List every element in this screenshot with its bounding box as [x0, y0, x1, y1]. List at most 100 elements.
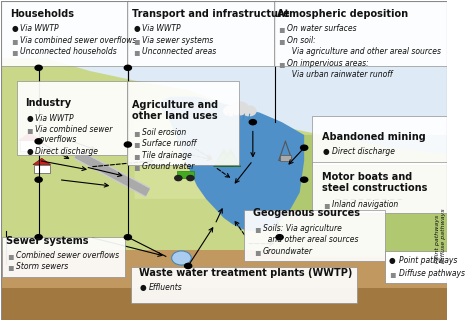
Text: Agriculture and
other land uses: Agriculture and other land uses — [132, 100, 219, 121]
Bar — [280, 155, 291, 160]
Text: ●: ● — [140, 283, 146, 292]
Text: ▪: ▪ — [278, 58, 285, 69]
Text: ▪: ▪ — [278, 36, 285, 46]
FancyBboxPatch shape — [385, 251, 448, 283]
FancyBboxPatch shape — [0, 1, 127, 65]
Polygon shape — [220, 148, 241, 167]
Text: ●: ● — [323, 147, 329, 156]
Circle shape — [35, 235, 42, 240]
Text: Point pathways: Point pathways — [399, 256, 457, 265]
Text: Ground water: Ground water — [142, 162, 194, 171]
FancyBboxPatch shape — [312, 117, 447, 165]
Text: Inland navigation: Inland navigation — [332, 200, 398, 209]
Circle shape — [124, 142, 131, 147]
Text: Via WWTP: Via WWTP — [35, 114, 73, 123]
Text: Soils: Via agriculture: Soils: Via agriculture — [263, 224, 342, 233]
Circle shape — [35, 177, 42, 182]
Text: Atmospheric deposition: Atmospheric deposition — [277, 9, 409, 19]
Polygon shape — [19, 133, 40, 140]
Text: Households: Households — [10, 9, 74, 19]
Text: Direct discharge: Direct discharge — [332, 147, 395, 156]
Circle shape — [224, 106, 237, 116]
Text: Via combined sewer overflows: Via combined sewer overflows — [20, 36, 137, 45]
Text: Via WWTP: Via WWTP — [20, 24, 59, 33]
Text: ▪: ▪ — [133, 162, 140, 172]
Bar — [277, 135, 447, 256]
Circle shape — [249, 120, 256, 125]
FancyBboxPatch shape — [1, 237, 125, 276]
Text: ●: ● — [26, 114, 33, 123]
Text: Waste water treatment plants (WWTP): Waste water treatment plants (WWTP) — [139, 268, 352, 278]
Text: Via agriculture and other areal sources: Via agriculture and other areal sources — [287, 47, 441, 56]
Circle shape — [187, 176, 194, 181]
Text: Via WWTP: Via WWTP — [142, 24, 181, 33]
Text: ▪: ▪ — [8, 251, 14, 261]
Text: ●: ● — [389, 256, 396, 265]
Text: ●: ● — [133, 24, 140, 33]
Text: Via sewer systems: Via sewer systems — [142, 36, 213, 45]
Polygon shape — [135, 113, 246, 199]
Text: Diffuse pathways: Diffuse pathways — [399, 269, 465, 278]
Text: ▪: ▪ — [323, 200, 329, 210]
Text: Soil erosion: Soil erosion — [142, 128, 186, 137]
Circle shape — [243, 106, 256, 116]
Circle shape — [124, 65, 131, 70]
FancyBboxPatch shape — [244, 210, 385, 261]
Circle shape — [230, 102, 248, 115]
Polygon shape — [214, 153, 233, 164]
FancyBboxPatch shape — [17, 81, 127, 155]
Text: On impervious areas:: On impervious areas: — [287, 58, 369, 67]
Text: Direct discharge: Direct discharge — [35, 147, 98, 156]
Bar — [177, 171, 194, 178]
Polygon shape — [0, 288, 447, 320]
Text: Via combined sewer
  overflows: Via combined sewer overflows — [35, 125, 112, 144]
Circle shape — [35, 65, 42, 70]
Text: ▪: ▪ — [133, 47, 140, 57]
FancyBboxPatch shape — [274, 1, 448, 65]
Circle shape — [124, 235, 131, 240]
Text: Via urban rainwater runoff: Via urban rainwater runoff — [287, 70, 393, 79]
Bar — [20, 140, 39, 151]
Text: ●: ● — [11, 24, 18, 33]
Polygon shape — [157, 97, 304, 231]
Text: Sewer systems: Sewer systems — [7, 236, 89, 246]
Circle shape — [175, 176, 182, 181]
Text: Surface runoff: Surface runoff — [142, 139, 196, 148]
Circle shape — [276, 235, 283, 240]
Polygon shape — [0, 58, 447, 256]
Text: On soil:: On soil: — [287, 36, 316, 45]
FancyBboxPatch shape — [131, 267, 357, 303]
Text: and other areal sources: and other areal sources — [263, 235, 358, 244]
Polygon shape — [0, 250, 447, 320]
Circle shape — [172, 251, 191, 265]
Text: ▪: ▪ — [133, 151, 140, 161]
Text: Diffuse pathways: Diffuse pathways — [441, 208, 446, 263]
Text: ▪: ▪ — [26, 125, 33, 135]
Text: Storm sewers: Storm sewers — [16, 263, 69, 272]
Circle shape — [184, 264, 191, 269]
Polygon shape — [33, 158, 51, 165]
Text: Geogenous sources: Geogenous sources — [253, 208, 360, 219]
Text: ▪: ▪ — [254, 224, 260, 234]
Text: ▪: ▪ — [11, 36, 18, 46]
FancyBboxPatch shape — [127, 81, 238, 165]
Text: ▪: ▪ — [133, 139, 140, 149]
Text: Unconnected areas: Unconnected areas — [142, 47, 217, 56]
Text: Abandoned mining: Abandoned mining — [322, 132, 426, 142]
Text: ▪: ▪ — [133, 36, 140, 46]
Circle shape — [35, 139, 42, 144]
Text: Tile drainage: Tile drainage — [142, 151, 192, 160]
Text: Combined sewer overflows: Combined sewer overflows — [16, 251, 119, 260]
Text: Effluents: Effluents — [149, 283, 182, 292]
Text: ▪: ▪ — [389, 269, 396, 279]
Text: Industry: Industry — [25, 98, 72, 108]
Text: Unconnected households: Unconnected households — [20, 47, 117, 56]
FancyBboxPatch shape — [312, 162, 447, 213]
Text: Point pathways: Point pathways — [435, 214, 440, 263]
Text: Transport and infrastructure: Transport and infrastructure — [132, 9, 290, 19]
Text: ▪: ▪ — [278, 24, 285, 34]
Circle shape — [301, 177, 308, 182]
Text: Motor boats and
steel constructions: Motor boats and steel constructions — [322, 172, 428, 193]
Text: ▪: ▪ — [8, 263, 14, 273]
Polygon shape — [213, 148, 235, 167]
